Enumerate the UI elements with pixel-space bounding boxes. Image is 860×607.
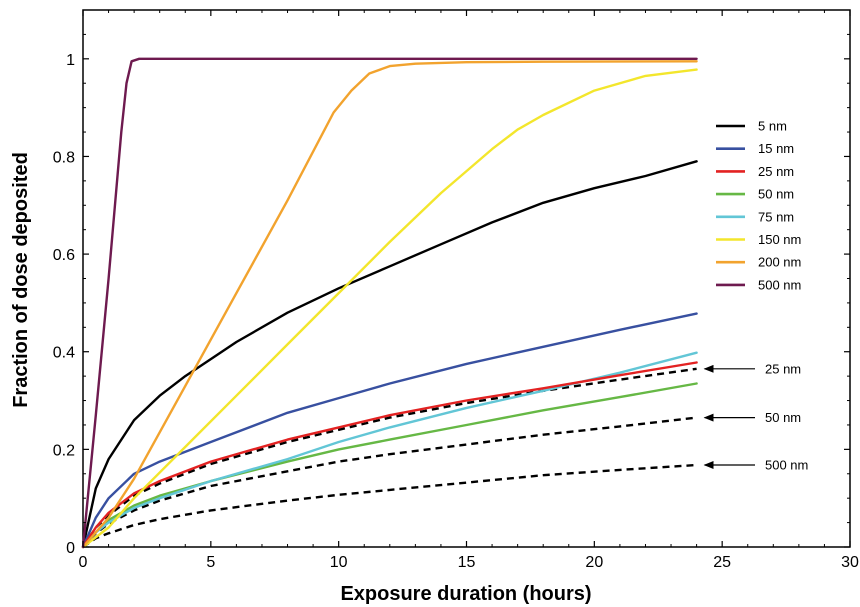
series-line-dashed [82, 463, 697, 548]
x-tick-label: 30 [841, 554, 859, 571]
x-tick-label: 0 [79, 554, 88, 571]
series-line [81, 361, 698, 549]
y-tick-label: 0.2 [53, 442, 75, 459]
annotation-label: 50 nm [765, 410, 801, 425]
x-tick-label: 10 [330, 554, 348, 571]
x-axis-title: Exposure duration (hours) [340, 583, 591, 605]
x-tick-label: 25 [713, 554, 731, 571]
x-tick-label: 15 [458, 554, 476, 571]
series-line [81, 60, 698, 549]
legend: 5 nm 15 nm 25 nm 50 nm 75 nm 150 nm 200 nm 500 … [716, 119, 801, 292]
series-line [81, 68, 698, 549]
axes-layer: 0 5 10 15 20 25 30 0 0.2 0.4 0.6 0.8 1 [53, 10, 859, 571]
y-tick-label: 1 [66, 52, 75, 69]
y-tick-label: 0 [66, 540, 75, 557]
legend-label: 5 nm [758, 119, 787, 134]
annotations: 25 nm 50 nm 500 nm [703, 361, 808, 472]
series-line [81, 312, 698, 549]
y-axis-title: Fraction of dose deposited [10, 152, 32, 408]
x-tick-label: 5 [206, 554, 215, 571]
legend-label: 150 nm [758, 232, 801, 247]
legend-label: 200 nm [758, 255, 801, 270]
series-line [81, 351, 698, 549]
x-tick-label: 20 [585, 554, 603, 571]
series-line [81, 160, 698, 549]
y-tick-label: 0.6 [53, 247, 75, 264]
series-line [81, 382, 698, 549]
legend-label: 50 nm [758, 187, 794, 202]
series-line-dashed [82, 416, 697, 548]
legend-label: 15 nm [758, 141, 794, 156]
y-tick-label: 0.8 [53, 149, 75, 166]
annotation-label: 25 nm [765, 361, 801, 376]
legend-label: 500 nm [758, 277, 801, 292]
series-layer [81, 57, 698, 549]
annotation-label: 500 nm [765, 457, 808, 472]
y-tick-label: 0.4 [53, 345, 75, 362]
series-line [81, 57, 698, 549]
legend-label: 75 nm [758, 209, 794, 224]
legend-label: 25 nm [758, 164, 794, 179]
